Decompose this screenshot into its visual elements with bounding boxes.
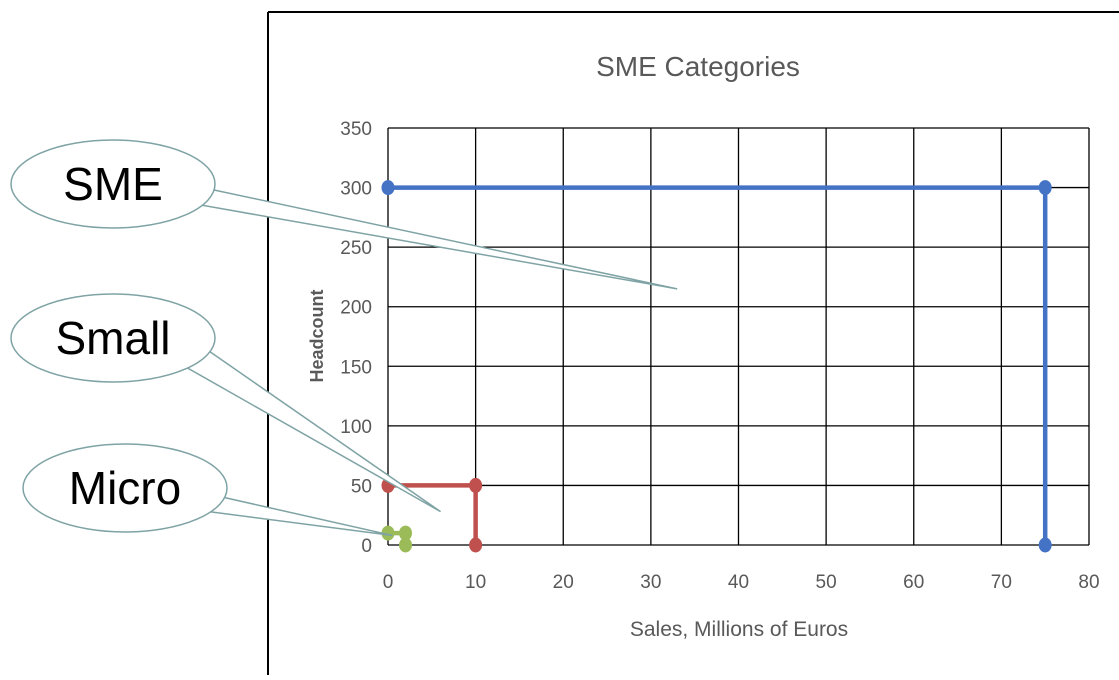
data-point-small: [469, 477, 483, 493]
x-axis-label: Sales, Millions of Euros: [630, 618, 848, 641]
data-point-micro: [399, 525, 413, 541]
callout-label-sme: SME: [63, 158, 163, 210]
y-tick-label: 350: [340, 119, 372, 140]
data-point-sme: [1038, 180, 1052, 196]
data-point-micro: [399, 537, 413, 553]
callouts: SME Small Micro: [10, 139, 678, 537]
y-tick-label: 150: [340, 357, 372, 378]
x-tick-label: 0: [383, 572, 394, 593]
x-tick-label: 60: [903, 572, 924, 593]
y-tick-label: 250: [340, 238, 372, 259]
x-tick-label: 30: [640, 572, 661, 593]
data-point-sme: [381, 180, 395, 196]
y-tick-label: 300: [340, 179, 372, 200]
y-tick-label: 50: [351, 476, 372, 497]
chart-title: SME Categories: [596, 51, 800, 82]
data-point-small: [469, 537, 483, 553]
callout-label-small: Small: [55, 312, 170, 364]
callout-bubble-micro: [22, 443, 228, 533]
y-tick-label: 0: [361, 536, 372, 557]
x-tick-label: 20: [553, 572, 574, 593]
callout-bubble-small: [10, 293, 216, 383]
x-tick-label: 40: [728, 572, 749, 593]
y-tick-label: 200: [340, 298, 372, 319]
tick-labels: 0 10 20 30 40 50 60 70 80 0 50 100 150 200 250 300 350: [340, 119, 1099, 593]
gridlines: [387, 127, 1090, 546]
callout-label-micro: Micro: [69, 462, 181, 514]
y-axis-label: Headcount: [307, 289, 327, 382]
y-tick-label: 100: [340, 417, 372, 438]
callout-bubble-sme: [10, 139, 216, 229]
x-tick-label: 80: [1078, 572, 1099, 593]
data-point-sme: [1038, 537, 1052, 553]
callout-pointer-micro: [202, 496, 393, 537]
series-layer: [381, 180, 1052, 553]
x-tick-label: 10: [465, 572, 486, 593]
x-tick-label: 50: [816, 572, 837, 593]
data-point-micro: [381, 525, 395, 541]
x-tick-label: 70: [991, 572, 1012, 593]
